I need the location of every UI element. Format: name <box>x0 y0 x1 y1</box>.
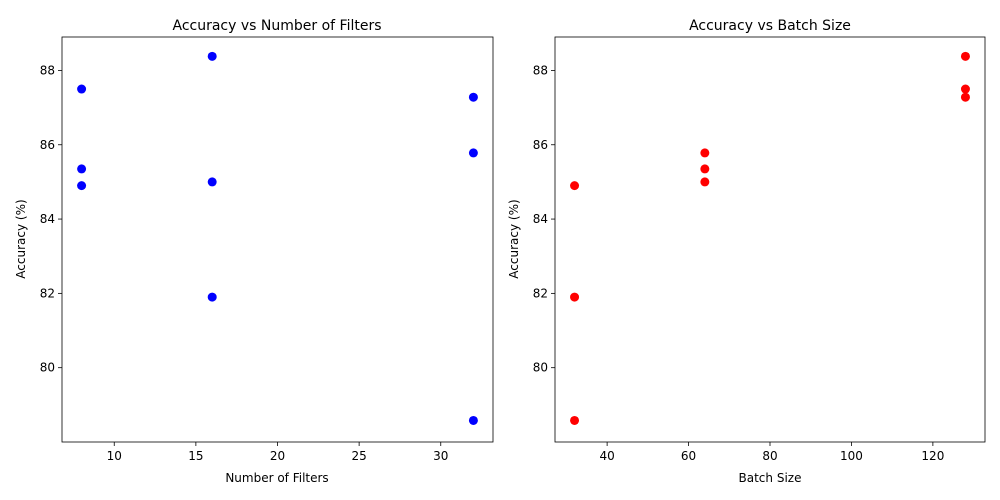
y-tick-label: 82 <box>533 286 548 300</box>
x-tick-label: 30 <box>433 449 448 463</box>
chart-filters: Accuracy vs Number of Filters Number of … <box>14 18 494 485</box>
y-tick-label: 84 <box>533 212 548 226</box>
data-point <box>207 51 217 61</box>
data-point <box>207 292 217 302</box>
y-tick-label: 88 <box>533 63 548 77</box>
chart-title: Accuracy vs Number of Filters <box>173 18 382 34</box>
y-tick-label: 80 <box>40 361 55 375</box>
y-tick-label: 86 <box>40 138 55 152</box>
y-tick-label: 86 <box>533 138 548 152</box>
plot-frame <box>61 36 494 443</box>
data-point <box>570 292 580 302</box>
data-point <box>207 177 217 187</box>
data-point <box>570 415 580 425</box>
data-point <box>77 181 87 191</box>
data-point <box>960 51 970 61</box>
data-point <box>468 415 478 425</box>
x-tick-label: 60 <box>681 449 696 463</box>
data-point <box>468 148 478 158</box>
data-point <box>960 92 970 102</box>
data-point <box>700 148 710 158</box>
x-tick-label: 15 <box>188 449 203 463</box>
data-point <box>77 84 87 94</box>
data-point <box>468 92 478 102</box>
x-tick-label: 40 <box>599 449 614 463</box>
data-point <box>700 164 710 174</box>
y-tick-label: 88 <box>40 63 55 77</box>
x-tick-label: 20 <box>270 449 285 463</box>
data-point <box>960 84 970 94</box>
y-tick-label: 80 <box>533 361 548 375</box>
plot-frame <box>554 36 986 443</box>
chart-title: Accuracy vs Batch Size <box>689 18 851 34</box>
x-tick-label: 80 <box>762 449 777 463</box>
x-tick-label: 25 <box>351 449 366 463</box>
x-tick-label: 10 <box>107 449 122 463</box>
x-tick-label: 120 <box>921 449 944 463</box>
x-axis-label: Number of Filters <box>225 471 328 485</box>
y-axis-label: Accuracy (%) <box>14 199 28 278</box>
y-tick-label: 84 <box>40 212 55 226</box>
data-point <box>77 164 87 174</box>
y-tick-label: 82 <box>40 286 55 300</box>
x-tick-label: 100 <box>840 449 863 463</box>
data-point <box>570 181 580 191</box>
x-axis-label: Batch Size <box>739 471 802 485</box>
data-point <box>700 177 710 187</box>
chart-batch-size: Accuracy vs Batch Size Batch Size Accura… <box>507 18 986 485</box>
y-axis-label: Accuracy (%) <box>507 199 521 278</box>
